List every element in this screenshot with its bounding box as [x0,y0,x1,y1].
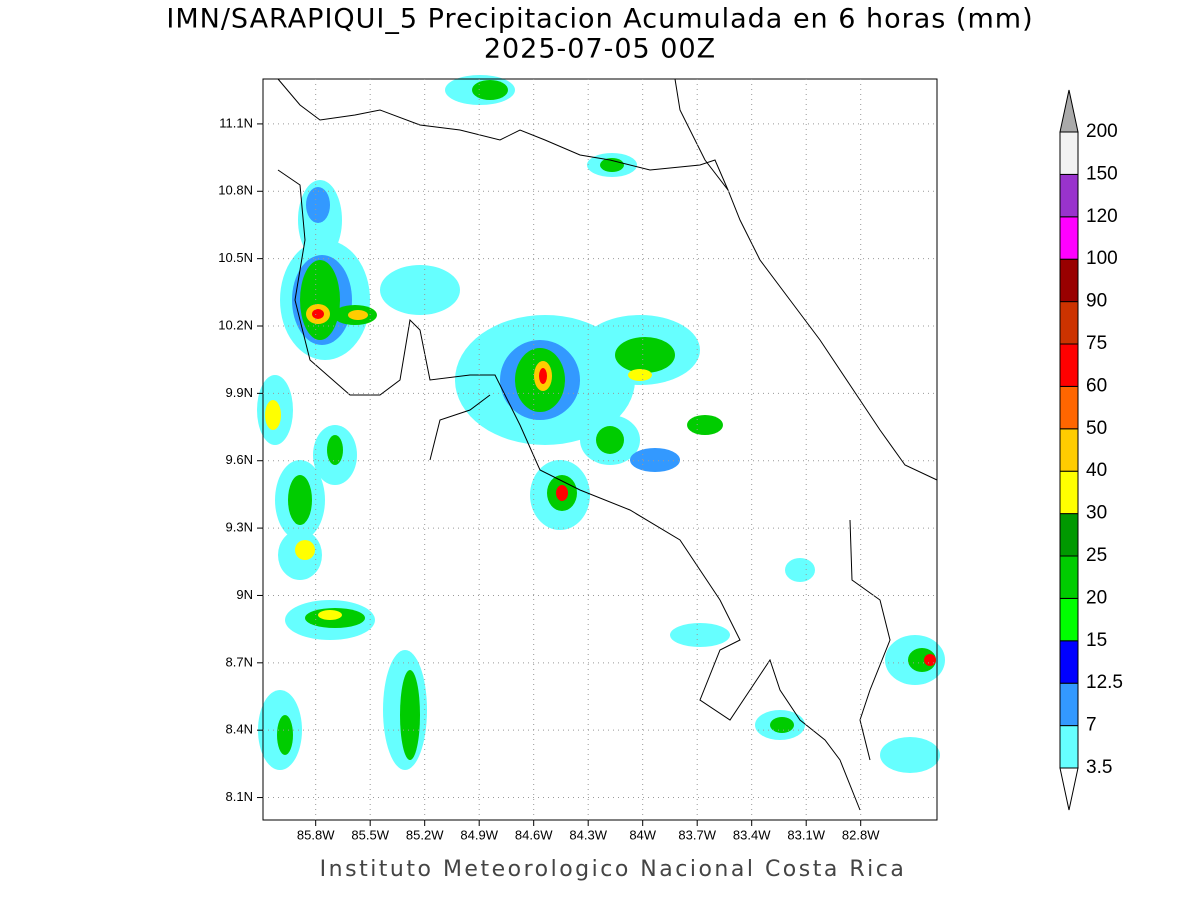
y-tick-label: 8.7N [226,654,253,669]
y-tick-label: 9N [236,587,253,602]
colorbar-label: 90 [1086,291,1107,312]
x-tick-label: 84.6W [515,827,553,842]
y-tick-label: 10.2N [218,317,253,332]
colorbar-label: 75 [1086,333,1107,354]
colorbar-label: 60 [1086,375,1107,396]
colorbar-label: 30 [1086,503,1107,524]
chart-title: IMN/SARAPIQUI_5 Precipitacion Acumulada … [166,4,1033,35]
x-tick-label: 84W [629,827,656,842]
colorbar-label: 120 [1086,206,1118,227]
colorbar-over [1059,89,1079,133]
colorbar-box [1059,640,1079,684]
y-tick-label: 8.1N [226,789,253,804]
x-tick-label: 85.2W [406,827,444,842]
colorbar-box [1059,428,1079,472]
precip-field [257,75,945,773]
colorbar-box [1059,555,1079,599]
x-tick-label: 84.9W [460,827,498,842]
colorbar-label: 20 [1086,587,1107,608]
coastline [277,78,938,811]
colorbar-label: 25 [1086,545,1107,566]
colorbar-box [1059,597,1079,642]
colorbar-label: 40 [1086,460,1107,481]
x-tick-label: 83.1W [787,827,825,842]
map-frame [262,78,938,821]
colorbar-box [1059,301,1079,345]
colorbar-box [1059,173,1079,218]
x-tick-label: 84.3W [569,827,607,842]
y-tick-label: 11.1N [219,115,253,130]
footer: Instituto Meteorologico Nacional Costa R… [320,857,907,882]
colorbar-label: 50 [1086,418,1107,439]
y-tick-label: 9.6N [226,452,253,467]
x-tick-label: 85.8W [297,827,335,842]
y-tick-label: 9.9N [226,385,253,400]
colorbar-label: 12.5 [1086,672,1123,693]
y-tick-label: 10.8N [218,183,253,198]
chart-subtitle: 2025-07-05 00Z [484,34,716,65]
colorbar-label: 3.5 [1086,757,1112,778]
y-tick-label: 10.5N [218,250,253,265]
colorbar-box [1059,131,1079,175]
colorbar-box [1059,258,1079,303]
x-tick-label: 83.4W [733,827,771,842]
colorbar-box [1059,513,1079,557]
x-tick-label: 85.5W [351,827,389,842]
colorbar-box [1059,343,1079,387]
x-tick-label: 83.7W [678,827,716,842]
colorbar-label: 200 [1086,121,1118,142]
colorbar-label: 100 [1086,248,1118,269]
y-tick-label: 8.4N [226,722,253,737]
colorbar-label: 150 [1086,163,1118,184]
colorbar-under [1059,767,1079,811]
colorbar-label: 15 [1086,630,1107,651]
colorbar-box [1059,385,1079,430]
y-tick-label: 9.3N [226,520,253,535]
x-tick-label: 82.8W [842,827,880,842]
colorbar-box [1059,682,1079,727]
colorbar-label: 7 [1086,715,1097,736]
colorbar-box [1059,470,1079,515]
colorbar-box [1059,216,1079,260]
colorbar-box [1059,725,1079,769]
